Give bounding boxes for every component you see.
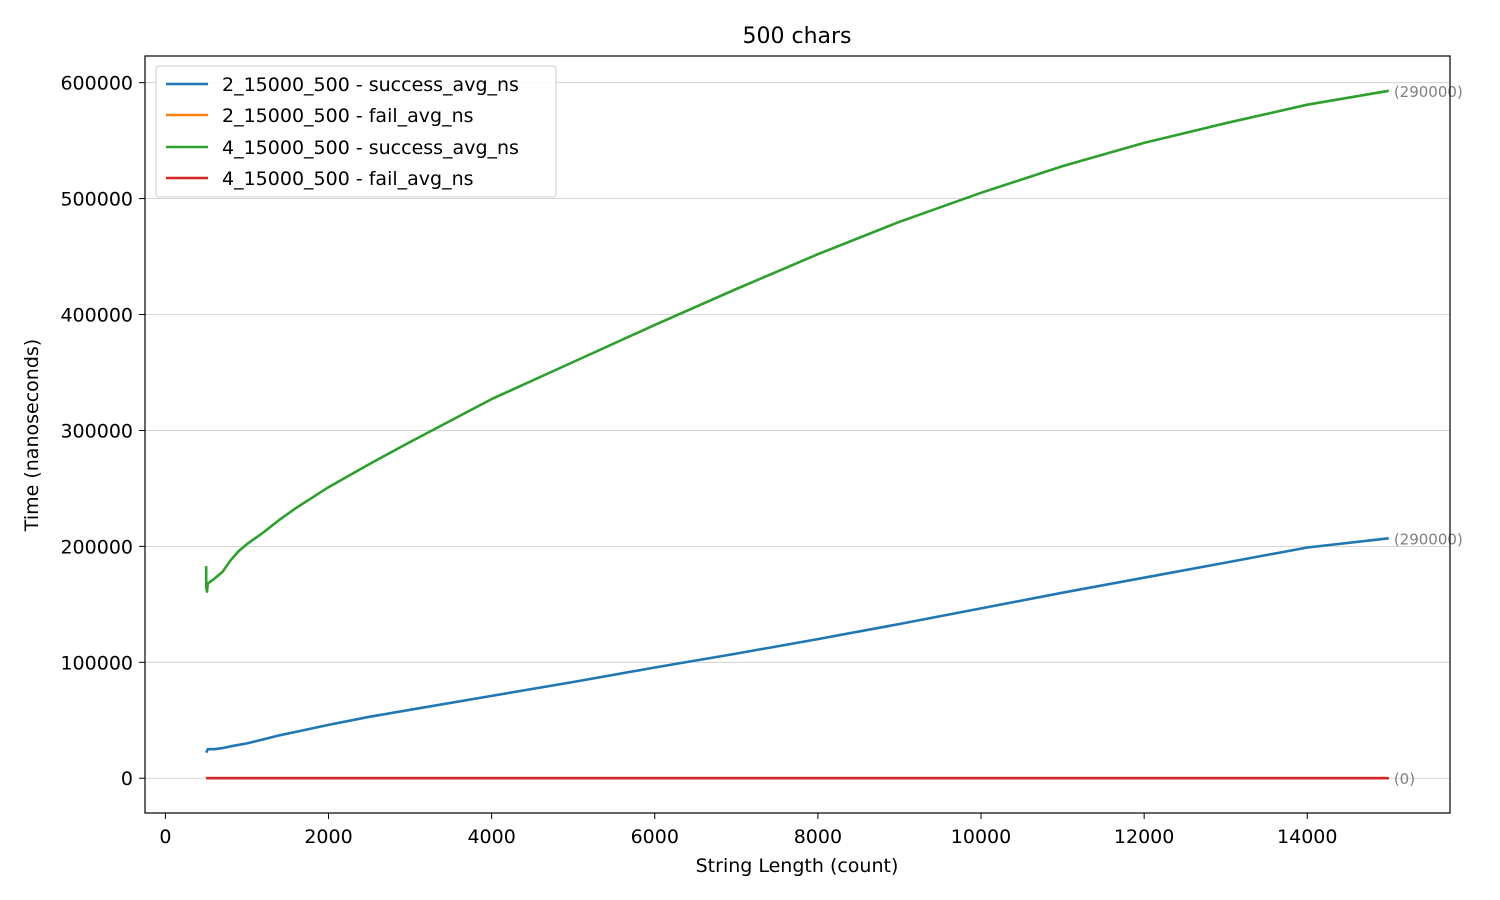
x-tick-label: 6000 — [631, 826, 679, 848]
chart-title: 500 chars — [742, 24, 851, 49]
series-line-0 — [205, 537, 1389, 754]
y-tick-label: 300000 — [60, 420, 133, 442]
series-layer — [204, 89, 1390, 780]
x-tick-label: 12000 — [1114, 826, 1174, 848]
x-tick-label: 0 — [159, 826, 171, 848]
tick-layer: 0 100000 200000 300000 400000 500000 600000 0 20… — [60, 73, 1337, 848]
legend-box — [155, 65, 557, 198]
x-tick-label: 2000 — [304, 826, 352, 848]
end-value-annotation: (0) — [1394, 770, 1415, 788]
series-line-2 — [204, 89, 1390, 593]
y-axis-label: Time (nanoseconds) — [21, 339, 43, 532]
x-axis-label: String Length (count) — [696, 855, 899, 877]
y-tick-label: 600000 — [60, 73, 133, 95]
legend-label-4-fail: 4_15000_500 - fail_avg_ns — [222, 168, 474, 190]
x-tick-label: 8000 — [794, 826, 842, 848]
end-value-annotation: (290000) — [1394, 83, 1463, 101]
y-tick-label: 500000 — [60, 189, 133, 211]
plot-frame — [144, 55, 1451, 814]
x-tick-label: 10000 — [951, 826, 1011, 848]
legend-label-2-fail: 2_15000_500 - fail_avg_ns — [222, 105, 474, 127]
legend-label-2-success: 2_15000_500 - success_avg_ns — [222, 74, 519, 96]
end-value-annotation: (290000) — [1394, 530, 1463, 548]
y-tick-label: 200000 — [60, 536, 133, 558]
x-tick-label: 14000 — [1277, 826, 1337, 848]
legend: 2_15000_500 - success_avg_ns 2_15000_500… — [155, 65, 557, 198]
y-tick-label: 0 — [121, 768, 133, 790]
x-tick-label: 4000 — [467, 826, 515, 848]
y-tick-label: 100000 — [60, 652, 133, 674]
y-tick-label: 400000 — [60, 305, 133, 327]
annotation-layer: (290000) (290000) (0) — [1394, 83, 1463, 788]
legend-label-4-success: 4_15000_500 - success_avg_ns — [222, 137, 519, 159]
